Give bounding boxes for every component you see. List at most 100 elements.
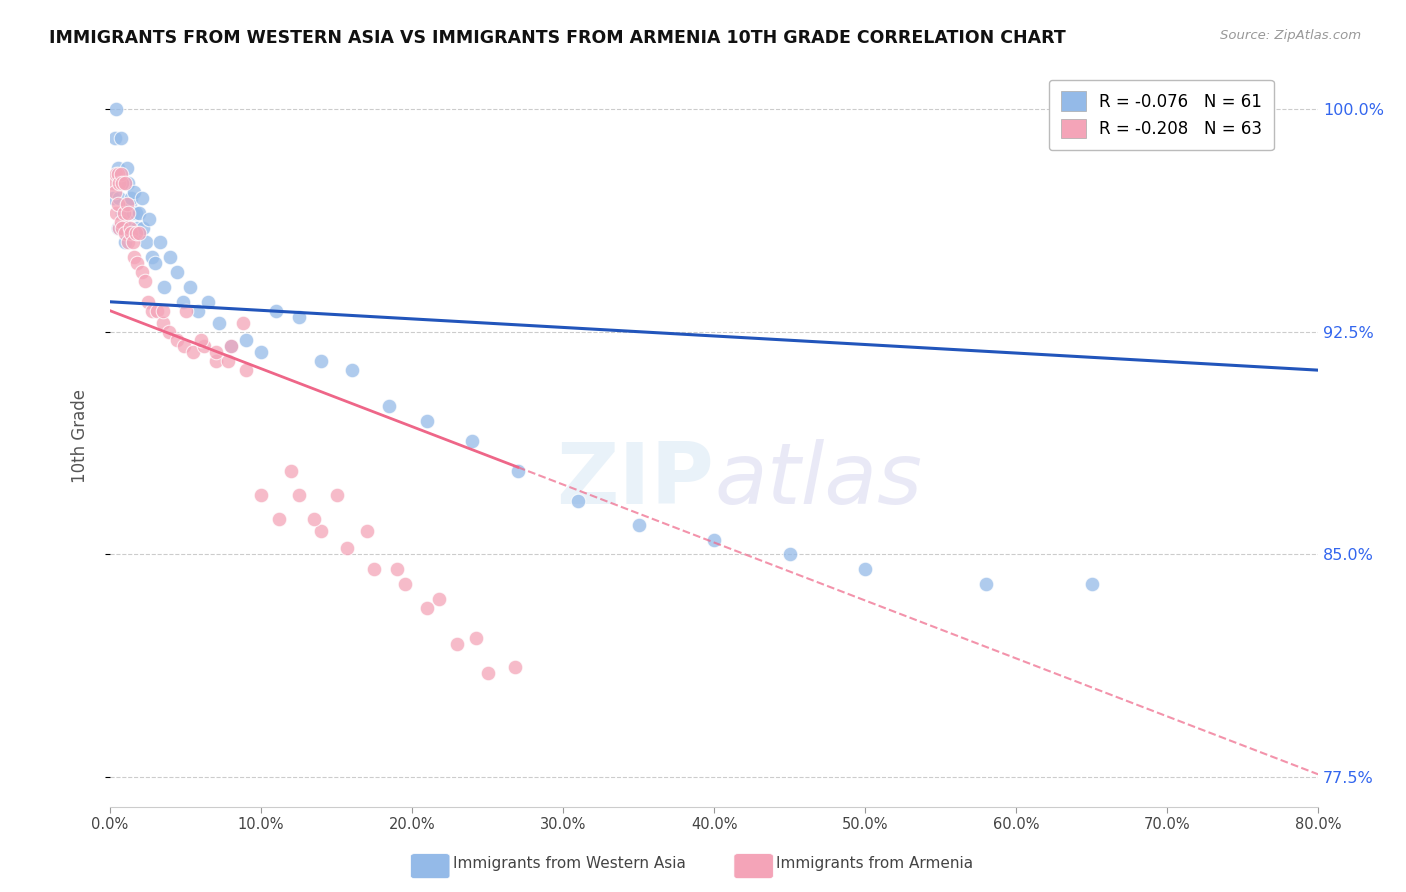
Point (416, 414, 439, 428)
Point (149, 235, 172, 250)
Point (166, 334, 188, 348)
Point (187, 303, 209, 318)
Point (105, 102, 128, 116)
Point (219, 339, 242, 353)
Point (110, 176, 132, 190)
Point (153, 280, 176, 294)
Point (394, 577, 416, 591)
Text: Immigrants from Western Asia: Immigrants from Western Asia (453, 855, 686, 871)
Point (105, 205, 128, 219)
Point (108, 220, 131, 235)
Point (269, 512, 291, 526)
Point (127, 220, 149, 235)
Point (174, 303, 197, 318)
Point (118, 196, 141, 211)
Point (288, 488, 311, 502)
Point (120, 191, 142, 205)
Point (128, 227, 150, 241)
Text: atlas: atlas (714, 439, 922, 522)
Point (157, 325, 180, 339)
Point (311, 354, 333, 368)
Point (104, 131, 127, 145)
Point (280, 464, 302, 478)
Point (141, 250, 163, 264)
Point (172, 294, 194, 309)
Point (131, 265, 153, 279)
Point (138, 211, 160, 226)
Point (125, 227, 148, 241)
Point (159, 250, 181, 264)
Point (232, 316, 254, 330)
Point (853, 562, 876, 576)
Point (108, 191, 131, 205)
Point (446, 636, 468, 650)
Text: IMMIGRANTS FROM WESTERN ASIA VS IMMIGRANTS FROM ARMENIA 10TH GRADE CORRELATION C: IMMIGRANTS FROM WESTERN ASIA VS IMMIGRAN… (49, 29, 1066, 46)
Point (117, 196, 139, 211)
Point (197, 294, 219, 309)
Point (264, 303, 287, 318)
Point (129, 227, 152, 241)
Point (378, 399, 401, 413)
Text: Source: ZipAtlas.com: Source: ZipAtlas.com (1220, 29, 1361, 42)
Point (363, 562, 385, 576)
Point (146, 303, 169, 318)
Point (302, 512, 325, 526)
Point (128, 205, 150, 219)
Point (974, 577, 997, 591)
Point (117, 205, 139, 219)
Legend: R = -0.076   N = 61, R = -0.208   N = 63: R = -0.076 N = 61, R = -0.208 N = 63 (1049, 79, 1274, 150)
Point (111, 205, 134, 219)
Point (121, 205, 143, 219)
Point (181, 345, 204, 359)
Point (114, 176, 136, 190)
Point (107, 167, 129, 181)
Point (250, 345, 273, 359)
Point (114, 227, 136, 241)
Point (464, 631, 486, 645)
Point (111, 176, 134, 190)
Point (135, 235, 157, 250)
Point (108, 176, 131, 190)
Point (132, 220, 155, 235)
Point (136, 294, 159, 309)
Point (567, 494, 589, 508)
Point (217, 354, 239, 368)
Point (111, 220, 134, 235)
Point (506, 464, 529, 478)
Point (110, 214, 132, 228)
Point (477, 666, 499, 681)
Point (121, 235, 143, 250)
Point (385, 562, 408, 576)
Point (288, 310, 311, 324)
Y-axis label: 10th Grade: 10th Grade (72, 389, 89, 483)
Point (336, 541, 359, 556)
Point (190, 334, 212, 348)
Point (152, 316, 174, 330)
Point (112, 205, 135, 219)
Point (127, 256, 149, 270)
Point (1247, 102, 1270, 116)
Point (118, 220, 141, 235)
Point (166, 265, 188, 279)
Point (105, 167, 128, 181)
Point (1080, 577, 1102, 591)
Point (145, 256, 167, 270)
Point (115, 196, 138, 211)
Point (152, 303, 174, 318)
Point (204, 354, 226, 368)
Point (250, 488, 273, 502)
Point (427, 591, 450, 606)
Point (503, 660, 526, 674)
Text: ZIP: ZIP (557, 439, 714, 522)
Point (120, 227, 142, 241)
Point (110, 167, 132, 181)
Point (107, 196, 129, 211)
Point (235, 363, 257, 377)
Point (141, 303, 163, 318)
Point (104, 185, 127, 199)
Point (134, 274, 156, 288)
Point (101, 191, 124, 205)
Point (627, 517, 650, 532)
Point (107, 161, 129, 175)
Point (179, 280, 201, 294)
